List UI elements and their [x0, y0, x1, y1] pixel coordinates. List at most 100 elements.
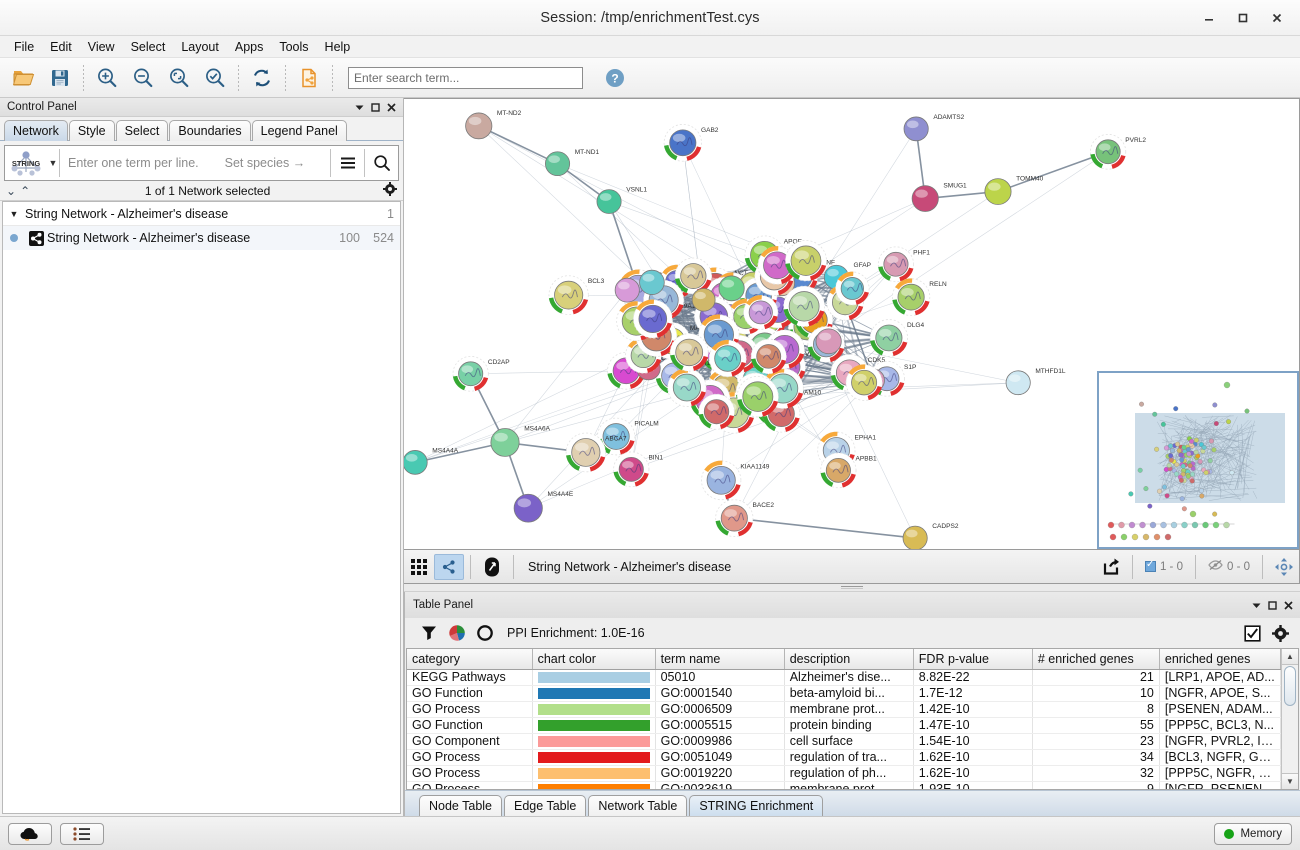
network-node[interactable]	[743, 295, 779, 330]
network-node[interactable]: DLG4	[869, 319, 925, 357]
table-row[interactable]: GO Function GO:0001540 beta-amyloid bi... 1…	[407, 685, 1282, 702]
network-node[interactable]: ABCA7	[565, 432, 627, 473]
node-sphere[interactable]	[1005, 370, 1031, 396]
network-nodes[interactable]: MT-ND2 MT-ND1 VSNL1 CD2AP MS4A4A MS4A6A MS4A4E…	[404, 110, 1146, 549]
scrollbar-thumb[interactable]	[1284, 666, 1296, 706]
horizontal-splitter[interactable]	[404, 584, 1300, 592]
node-sphere[interactable]	[984, 178, 1012, 205]
menu-file[interactable]: File	[14, 39, 35, 54]
save-session-icon[interactable]	[42, 61, 78, 95]
network-tree[interactable]: ▼ String Network - Alzheimer's disease 1	[2, 201, 401, 814]
node-sphere[interactable]	[902, 525, 928, 549]
minimize-button[interactable]	[1192, 3, 1226, 33]
network-node[interactable]	[835, 271, 870, 306]
network-node[interactable]: PVRL2	[1089, 133, 1146, 170]
network-canvas[interactable]: MT-ND2 MT-ND1 VSNL1 CD2AP MS4A4A MS4A6A MS4A4E…	[404, 98, 1300, 550]
tab-boundaries[interactable]: Boundaries	[169, 120, 251, 141]
network-node[interactable]	[785, 240, 827, 282]
tab-network[interactable]: Network	[4, 120, 68, 141]
network-node[interactable]	[708, 339, 747, 378]
enrichment-table-body[interactable]: KEGG Pathways 05010 Alzheimer's dise... 8.8…	[407, 669, 1282, 789]
column-header-term-name[interactable]: term name	[655, 649, 785, 670]
table-row[interactable]: GO Component GO:0009986 cell surface 1.54E-…	[407, 733, 1282, 750]
search-icon[interactable]	[365, 146, 398, 180]
tab-string-enrichment[interactable]: STRING Enrichment	[689, 795, 824, 816]
float-panel-icon[interactable]	[367, 99, 383, 115]
node-sphere[interactable]	[513, 493, 543, 523]
network-node[interactable]	[845, 364, 883, 401]
network-node[interactable]: APBB1	[820, 452, 877, 489]
settings-gear-icon[interactable]	[1266, 621, 1294, 645]
birds-eye-overview[interactable]	[1097, 371, 1299, 549]
network-node[interactable]: SMUG1	[911, 183, 967, 212]
tab-style[interactable]: Style	[68, 120, 115, 141]
menu-layout[interactable]: Layout	[181, 39, 219, 54]
table-row[interactable]: GO Process GO:0033619 membrane prot... 1.93…	[407, 781, 1282, 789]
network-node[interactable]: PICALM	[597, 417, 659, 456]
memory-status-button[interactable]: Memory	[1214, 822, 1292, 845]
collapse-all-icon[interactable]: ⌄	[6, 183, 17, 198]
node-sphere[interactable]	[903, 116, 929, 142]
network-graph-svg[interactable]: MT-ND2 MT-ND1 VSNL1 CD2AP MS4A4A MS4A6A MS4A4E…	[404, 99, 1299, 549]
set-species-link[interactable]: Set species →	[224, 156, 306, 170]
float-panel-icon[interactable]	[1264, 597, 1280, 613]
network-node[interactable]	[667, 368, 707, 407]
network-node[interactable]: PHF1	[877, 246, 930, 283]
node-sphere[interactable]	[465, 112, 493, 140]
menu-select[interactable]: Select	[130, 39, 166, 54]
column-header-category[interactable]: category	[407, 649, 533, 670]
zoom-out-icon[interactable]	[125, 61, 161, 95]
network-node[interactable]: ADAMTS2	[903, 114, 965, 142]
network-node[interactable]	[736, 375, 779, 418]
table-vertical-scrollbar[interactable]: ▲ ▼	[1281, 649, 1298, 789]
network-node[interactable]: VSNL1	[596, 187, 647, 214]
tab-legend-panel[interactable]: Legend Panel	[251, 120, 347, 141]
network-node[interactable]: CD2AP	[452, 355, 510, 392]
settings-gear-icon[interactable]	[383, 182, 397, 199]
close-panel-icon[interactable]	[1280, 597, 1296, 613]
scroll-down-arrow-icon[interactable]: ▼	[1282, 773, 1298, 789]
zoom-selected-icon[interactable]	[197, 61, 233, 95]
node-sphere[interactable]	[675, 338, 704, 367]
network-node[interactable]: BIN1	[613, 451, 664, 488]
maximize-button[interactable]	[1226, 3, 1260, 33]
network-node[interactable]	[691, 288, 716, 312]
expand-all-icon[interactable]: ⌃	[20, 183, 31, 198]
task-list-icon[interactable]	[60, 822, 104, 845]
network-node[interactable]: KIAA1149	[701, 460, 770, 501]
menu-help[interactable]: Help	[324, 39, 351, 54]
enrichment-table[interactable]: category chart color term name descripti…	[407, 649, 1282, 789]
grid-view-icon[interactable]	[404, 554, 434, 580]
pan-navigator-icon[interactable]	[1269, 554, 1299, 580]
close-button[interactable]	[1260, 3, 1294, 33]
node-sphere[interactable]	[788, 291, 820, 322]
table-row[interactable]: GO Function GO:0005515 protein binding 1.47…	[407, 717, 1282, 734]
menu-tools[interactable]: Tools	[279, 39, 309, 54]
chevron-down-icon[interactable]	[351, 99, 367, 115]
network-node[interactable]: MS4A6A	[490, 426, 551, 457]
table-row[interactable]: KEGG Pathways 05010 Alzheimer's dise... 8.8…	[407, 669, 1282, 686]
open-session-icon[interactable]	[6, 61, 42, 95]
node-sphere[interactable]	[404, 450, 428, 475]
hamburger-menu-icon[interactable]	[331, 146, 364, 180]
column-header-enriched-genes[interactable]: enriched genes	[1159, 649, 1282, 670]
column-header-enriched-count[interactable]: # enriched genes	[1032, 649, 1160, 670]
network-node[interactable]: GAB2	[663, 123, 719, 162]
column-header-description[interactable]: description	[784, 649, 914, 670]
expand-collapse-twisty-icon[interactable]: ▼	[9, 208, 19, 219]
zoom-in-icon[interactable]	[89, 61, 125, 95]
network-node[interactable]: MS4A4A	[404, 447, 459, 475]
chevron-down-icon[interactable]	[1248, 597, 1264, 613]
cloud-status-icon[interactable]	[8, 822, 52, 845]
network-view-icon[interactable]	[434, 553, 464, 580]
network-node[interactable]	[815, 328, 842, 355]
node-sphere[interactable]	[571, 438, 601, 467]
network-node[interactable]: RELN	[892, 278, 947, 316]
tab-network-table[interactable]: Network Table	[588, 795, 688, 816]
node-sphere[interactable]	[815, 328, 842, 355]
donut-chart-icon[interactable]	[471, 621, 499, 645]
node-sphere[interactable]	[614, 277, 640, 303]
node-sphere[interactable]	[490, 428, 520, 457]
network-node[interactable]: BACE2	[715, 499, 775, 537]
string-dropdown-caret-icon[interactable]: ▼	[48, 158, 58, 168]
